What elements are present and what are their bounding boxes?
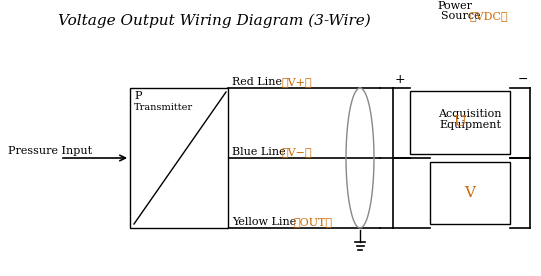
Text: Blue Line: Blue Line: [232, 147, 286, 157]
Text: （OUT）: （OUT）: [294, 217, 333, 227]
Text: U: U: [453, 115, 466, 129]
Text: V: V: [465, 186, 476, 200]
Bar: [410, 91, 510, 154]
Text: Transmitter: Transmitter: [134, 103, 193, 112]
Text: Source: Source: [441, 11, 484, 21]
Text: Equipment: Equipment: [439, 120, 501, 130]
Text: Voltage Output Wiring Diagram (3-Wire): Voltage Output Wiring Diagram (3-Wire): [58, 14, 371, 28]
Text: Red Line: Red Line: [232, 77, 282, 87]
Text: （V+）: （V+）: [281, 77, 312, 87]
Text: P: P: [134, 91, 142, 101]
Text: +: +: [395, 73, 406, 86]
Bar: [430, 162, 510, 224]
Text: −: −: [518, 73, 528, 86]
Text: Acquisition: Acquisition: [438, 109, 502, 119]
Text: （V−）: （V−）: [282, 147, 313, 157]
Text: Power: Power: [438, 1, 472, 11]
Text: Pressure Input: Pressure Input: [8, 146, 92, 156]
Text: （VDC）: （VDC）: [469, 11, 507, 21]
Text: Yellow Line: Yellow Line: [232, 217, 296, 227]
Bar: [130, 88, 228, 228]
